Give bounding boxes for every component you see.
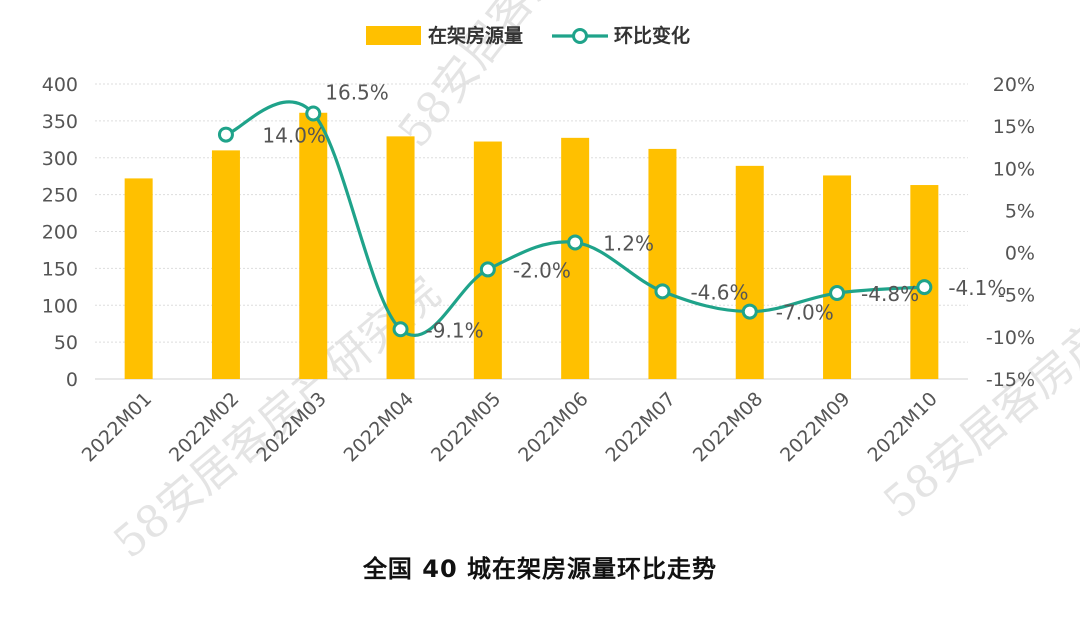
bar [823,175,852,379]
legend-label: 环比变化 [614,24,690,47]
right-tick-label: 15% [993,116,1035,138]
right-tick-label: -15% [986,369,1035,391]
bar [211,150,240,379]
left-axis-ticks: 0 50 100 150 200 250 300 350 400 [42,74,78,391]
x-tick-label: 2022M05 [427,388,505,466]
data-label: -4.8% [861,282,919,306]
right-tick-label: 0% [1005,243,1035,265]
line-series: 14.0% 16.5% -9.1% -2.0% 1.2% -4.6% -7.0% -4.8% -… [217,81,1006,342]
line-point [916,279,933,296]
right-tick-label: -5% [998,285,1035,307]
data-label: -4.6% [690,280,748,304]
legend: 在架房源量 环比变化 [366,24,690,47]
legend-swatch-bar [366,26,421,45]
bar [473,141,502,379]
watermark-text: 58安居客房产研究院 [388,0,679,157]
chart-title: 全国 40 城在架房源量环比走势 [362,555,718,583]
legend-swatch-marker [572,28,588,44]
line-point [829,285,846,302]
left-tick-label: 250 [42,185,78,207]
data-label: 1.2% [603,231,654,255]
left-tick-label: 400 [42,74,78,96]
bar [124,178,153,379]
data-label: -7.0% [776,301,834,325]
bar [561,137,590,379]
bar [735,165,764,379]
x-tick-label: 2022M06 [514,388,592,466]
right-tick-label: -10% [986,327,1035,349]
line-point [305,105,322,122]
bar [386,136,415,379]
left-tick-label: 100 [42,295,78,317]
left-tick-label: 0 [66,369,78,391]
right-tick-label: 10% [993,158,1035,180]
data-label: 16.5% [325,81,389,105]
bar [648,148,677,379]
line-point [392,321,409,338]
right-tick-label: 20% [993,74,1035,96]
watermark-text: 58安居客房产研究院 [874,227,1080,528]
left-tick-label: 150 [42,258,78,280]
x-tick-label: 2022M08 [689,388,767,466]
line-point [479,261,496,278]
line-point [654,283,671,300]
data-label: -4.1% [948,276,1006,300]
left-tick-label: 350 [42,111,78,133]
data-label: -9.1% [426,318,484,342]
legend-label: 在架房源量 [428,24,523,47]
left-tick-label: 200 [42,222,78,244]
x-tick-label: 2022M04 [340,388,418,466]
line-path [225,100,925,337]
bar-series [124,112,939,379]
gridlines [95,83,968,380]
line-point [741,303,758,320]
data-label: 14.0% [262,124,326,148]
x-tick-label: 2022M07 [602,388,680,466]
right-axis-ticks: -15% -10% -5% 0% 5% 10% 15% 20% [986,74,1035,391]
data-label: -2.0% [513,258,571,282]
bar [299,112,328,379]
x-tick-label: 2022M01 [78,388,156,466]
right-tick-label: 5% [1005,200,1035,222]
x-tick-label: 2022M09 [776,388,854,466]
left-tick-label: 300 [42,148,78,170]
line-point [217,126,234,143]
left-tick-label: 50 [54,332,78,354]
line-point [567,234,584,251]
